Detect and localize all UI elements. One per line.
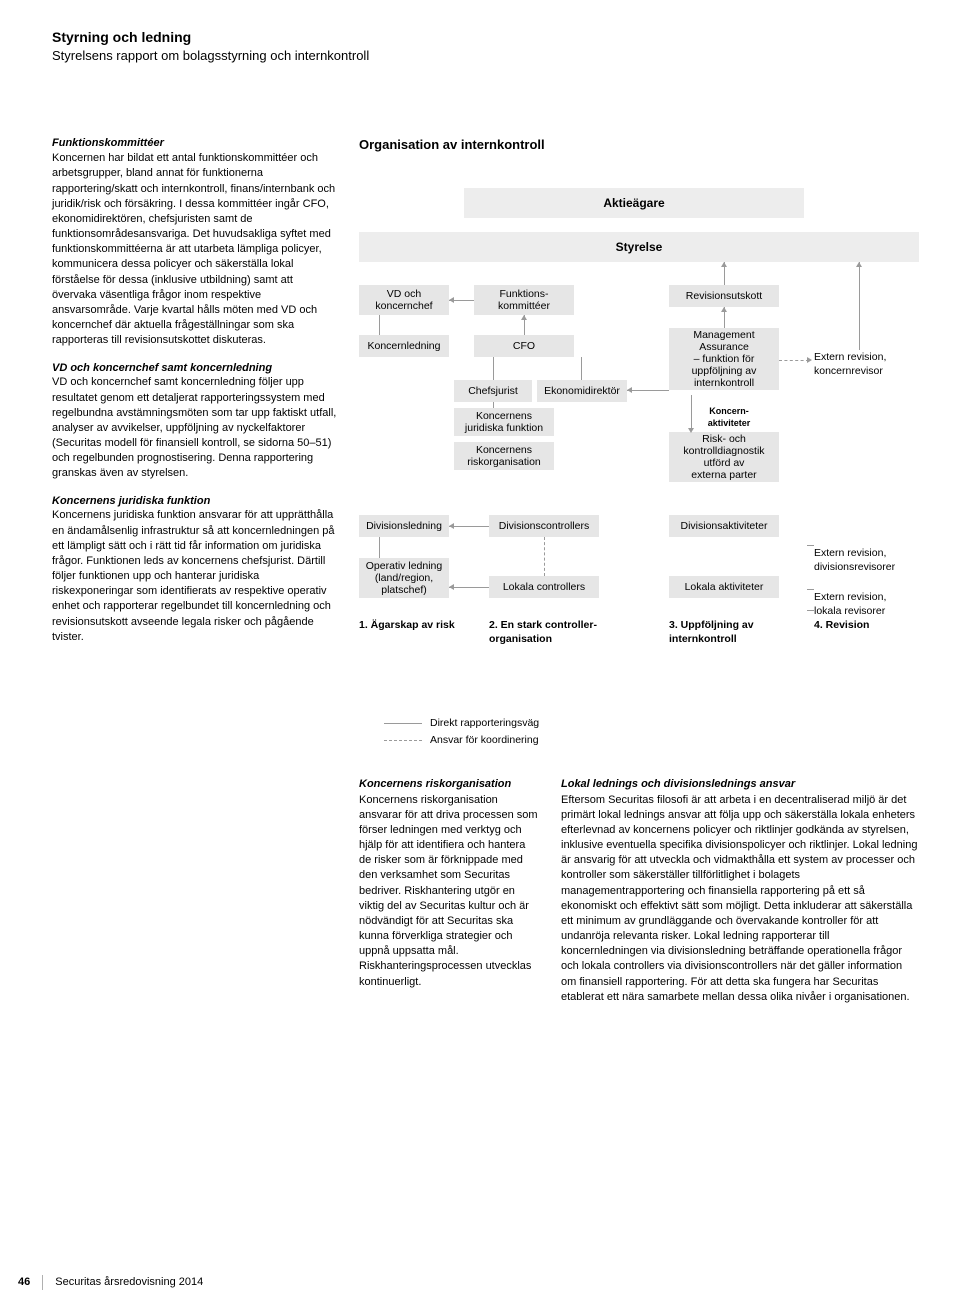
- box-lokala-aktiviteter: Lokala aktiviteter: [669, 576, 779, 598]
- box-cfo: CFO: [474, 335, 574, 357]
- box-chefsjurist: Chefsjurist: [454, 380, 532, 402]
- label-extern-koncern: Extern revision, koncernrevisor: [814, 350, 914, 378]
- lower-heading: Lokal lednings och divisionslednings ans…: [561, 777, 919, 792]
- paragraph: Koncernens juridiska funktion ansvarar f…: [52, 508, 337, 645]
- page-title: Styrning och ledning: [52, 28, 918, 47]
- box-styrelse: Styrelse: [359, 232, 919, 262]
- box-divisionsaktiviteter: Divisionsaktiviteter: [669, 515, 779, 537]
- lower-col-riskorg: Koncernens riskorganisation Koncernens r…: [359, 777, 539, 1005]
- box-riskorg: Koncernens riskorganisation: [454, 442, 554, 470]
- caption-2: 2. En stark controller- organisation: [489, 618, 619, 646]
- section-heading: VD och koncernchef samt koncernledning: [52, 361, 337, 376]
- box-lokala-controllers: Lokala controllers: [489, 576, 599, 598]
- legend-solid-label: Direkt rapporteringsväg: [430, 716, 539, 730]
- lower-heading: Koncernens riskorganisation: [359, 777, 539, 792]
- body-text-left: Funktionskommittéer Koncernen har bildat…: [52, 136, 337, 1004]
- footer-text: Securitas årsredovisning 2014: [55, 1275, 203, 1290]
- box-aktieagare: Aktieägare: [464, 188, 804, 218]
- box-juridisk: Koncernens juridiska funktion: [454, 408, 554, 436]
- box-koncernledning: Koncernledning: [359, 335, 449, 357]
- label-extern-lokal: Extern revision, lokala revisorer: [814, 590, 914, 618]
- legend-dash-label: Ansvar för koordinering: [430, 733, 539, 747]
- legend: Direkt rapporteringsväg Ansvar för koord…: [384, 716, 919, 747]
- box-mgmt-assurance: Management Assurance – funktion för uppf…: [669, 328, 779, 390]
- page-footer: 46 Securitas årsredovisning 2014: [0, 1275, 960, 1290]
- label-extern-div: Extern revision, divisionsrevisorer: [814, 546, 914, 574]
- box-risk-diag: Risk- och kontrolldiagnostik utförd av e…: [669, 432, 779, 482]
- box-divisionsledning: Divisionsledning: [359, 515, 449, 537]
- box-revisionsutskott: Revisionsutskott: [669, 285, 779, 307]
- box-funktionskommitteer: Funktions- kommittéer: [474, 285, 574, 315]
- caption-1: 1. Ägarskap av risk: [359, 618, 459, 632]
- paragraph: Koncernen har bildat ett antal funktions…: [52, 151, 337, 348]
- section-heading: Koncernens juridiska funktion: [52, 494, 337, 509]
- page-subtitle: Styrelsens rapport om bolagsstyrning och…: [52, 47, 918, 65]
- diagram-title: Organisation av internkontroll: [359, 136, 919, 154]
- label-koncernaktiviteter: Koncern- aktiviteter: [699, 405, 759, 429]
- page-number: 46: [0, 1275, 43, 1290]
- box-divcontrollers: Divisionscontrollers: [489, 515, 599, 537]
- box-ekonomidirektor: Ekonomidirektör: [537, 380, 627, 402]
- paragraph: VD och koncernchef samt koncernledning f…: [52, 375, 337, 481]
- caption-4: 4. Revision: [814, 618, 894, 632]
- box-vd: VD och koncernchef: [359, 285, 449, 315]
- section-heading: Funktionskommittéer: [52, 136, 337, 151]
- org-diagram: Aktieägare Styrelse VD och koncernchef K…: [359, 170, 919, 710]
- lower-col-lokal: Lokal lednings och divisionslednings ans…: [561, 777, 919, 1005]
- page-header: Styrning och ledning Styrelsens rapport …: [52, 28, 918, 64]
- paragraph: Koncernens riskorganisation ansvarar för…: [359, 794, 538, 988]
- box-operativ: Operativ ledning (land/region, platschef…: [359, 558, 449, 598]
- paragraph: Eftersom Securitas filosofi är att arbet…: [561, 794, 917, 1003]
- legend-solid-icon: [384, 723, 422, 724]
- caption-3: 3. Uppföljning av internkontroll: [669, 618, 789, 646]
- legend-dash-icon: [384, 740, 422, 741]
